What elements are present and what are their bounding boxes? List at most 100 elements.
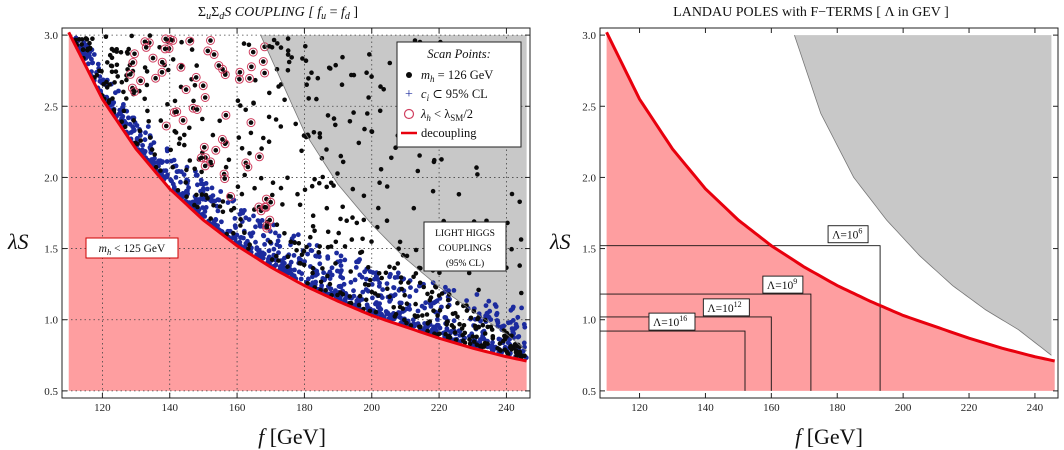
x-tick-label: 200 <box>895 402 912 414</box>
scan-point <box>271 246 277 252</box>
scan-point <box>211 52 217 57</box>
scan-point <box>192 166 197 172</box>
scan-point <box>199 192 205 197</box>
scan-point <box>202 95 208 100</box>
scan-point <box>501 338 506 344</box>
scan-point <box>425 291 430 297</box>
scan-point <box>364 70 369 75</box>
scan-point <box>195 182 200 188</box>
scan-point <box>475 172 480 177</box>
scan-point <box>138 78 143 84</box>
scan-point-ring <box>260 202 270 212</box>
scan-point <box>300 56 305 61</box>
scan-point <box>413 301 418 307</box>
scan-point <box>181 172 187 178</box>
scan-point <box>235 98 241 103</box>
scan-point <box>299 148 304 154</box>
scan-point <box>376 271 382 276</box>
scan-point <box>408 285 413 290</box>
x-tick-label: 120 <box>631 402 648 414</box>
scan-point <box>518 237 524 242</box>
scan-point-ring <box>130 87 139 97</box>
scan-point <box>413 247 419 253</box>
scan-point <box>515 334 521 340</box>
scan-point <box>293 121 299 127</box>
scan-point <box>310 265 316 271</box>
scan-point <box>104 85 110 90</box>
scan-point <box>246 217 252 222</box>
landau-pole-label: Λ=106 <box>827 225 869 244</box>
scan-point <box>379 295 385 300</box>
scan-point <box>392 265 397 271</box>
scan-point <box>295 232 301 238</box>
x-tick-label: 200 <box>364 402 381 414</box>
scan-point <box>517 263 522 268</box>
y-tick-label: 0.5 <box>44 386 58 398</box>
scan-point <box>325 273 330 279</box>
scan-point <box>200 83 206 88</box>
scan-point <box>149 147 155 152</box>
scan-point <box>238 217 243 222</box>
scan-point <box>196 200 202 205</box>
scan-point-ring <box>243 162 253 172</box>
scan-point <box>247 151 252 156</box>
scan-point <box>239 146 245 151</box>
scan-point <box>95 61 101 67</box>
scan-point-ring <box>260 68 270 78</box>
scan-point <box>373 309 379 315</box>
scan-point <box>126 46 131 52</box>
scan-point-ring <box>206 36 215 45</box>
scan-point <box>208 216 213 221</box>
scan-point <box>187 125 192 131</box>
scan-point <box>294 248 299 253</box>
scan-point <box>285 264 290 270</box>
scan-point <box>379 275 385 281</box>
scan-point <box>276 233 282 239</box>
scan-point <box>251 100 256 106</box>
scan-point <box>317 244 323 249</box>
scan-point <box>474 292 480 297</box>
scan-point <box>467 341 473 347</box>
scan-point <box>402 292 408 298</box>
scan-point-ring <box>148 53 158 63</box>
scan-point <box>289 55 295 60</box>
scan-point <box>301 248 307 254</box>
scan-point <box>202 145 207 150</box>
scan-point <box>273 230 278 236</box>
scan-point <box>384 184 390 189</box>
scan-point <box>199 155 204 161</box>
scan-point-ring <box>258 57 268 66</box>
scan-point <box>175 188 181 193</box>
light-higgs-region <box>794 35 1052 356</box>
scan-point <box>437 331 442 337</box>
scan-point <box>278 185 284 191</box>
scan-point <box>288 259 294 265</box>
scan-point <box>521 340 527 346</box>
y-tick-label: 3.0 <box>44 30 58 42</box>
scan-point <box>303 44 308 49</box>
scan-point <box>163 36 168 42</box>
scan-point <box>383 270 389 276</box>
scan-point <box>243 107 248 113</box>
scan-point <box>447 335 453 340</box>
scan-point <box>425 328 430 334</box>
scan-point <box>312 228 317 234</box>
scan-point <box>201 181 206 187</box>
landau-pole-labels: Λ=106 Λ=109 Λ=1012 Λ=1016 <box>648 225 869 331</box>
scan-point <box>202 214 208 219</box>
scan-point <box>366 265 371 270</box>
scan-point <box>163 168 169 174</box>
x-tick-label: 180 <box>829 402 846 414</box>
svg-text:mh < 125 GeV: mh < 125 GeV <box>99 243 166 257</box>
scan-point <box>220 199 226 204</box>
scan-point <box>385 310 391 316</box>
scan-point <box>378 167 384 172</box>
scan-point <box>178 179 183 185</box>
scan-point <box>237 70 243 75</box>
scan-point <box>325 229 331 235</box>
scan-points <box>71 33 529 361</box>
scan-point <box>267 228 273 234</box>
scan-point-ring <box>181 85 191 95</box>
scan-point <box>370 295 375 301</box>
scan-point <box>174 169 180 175</box>
